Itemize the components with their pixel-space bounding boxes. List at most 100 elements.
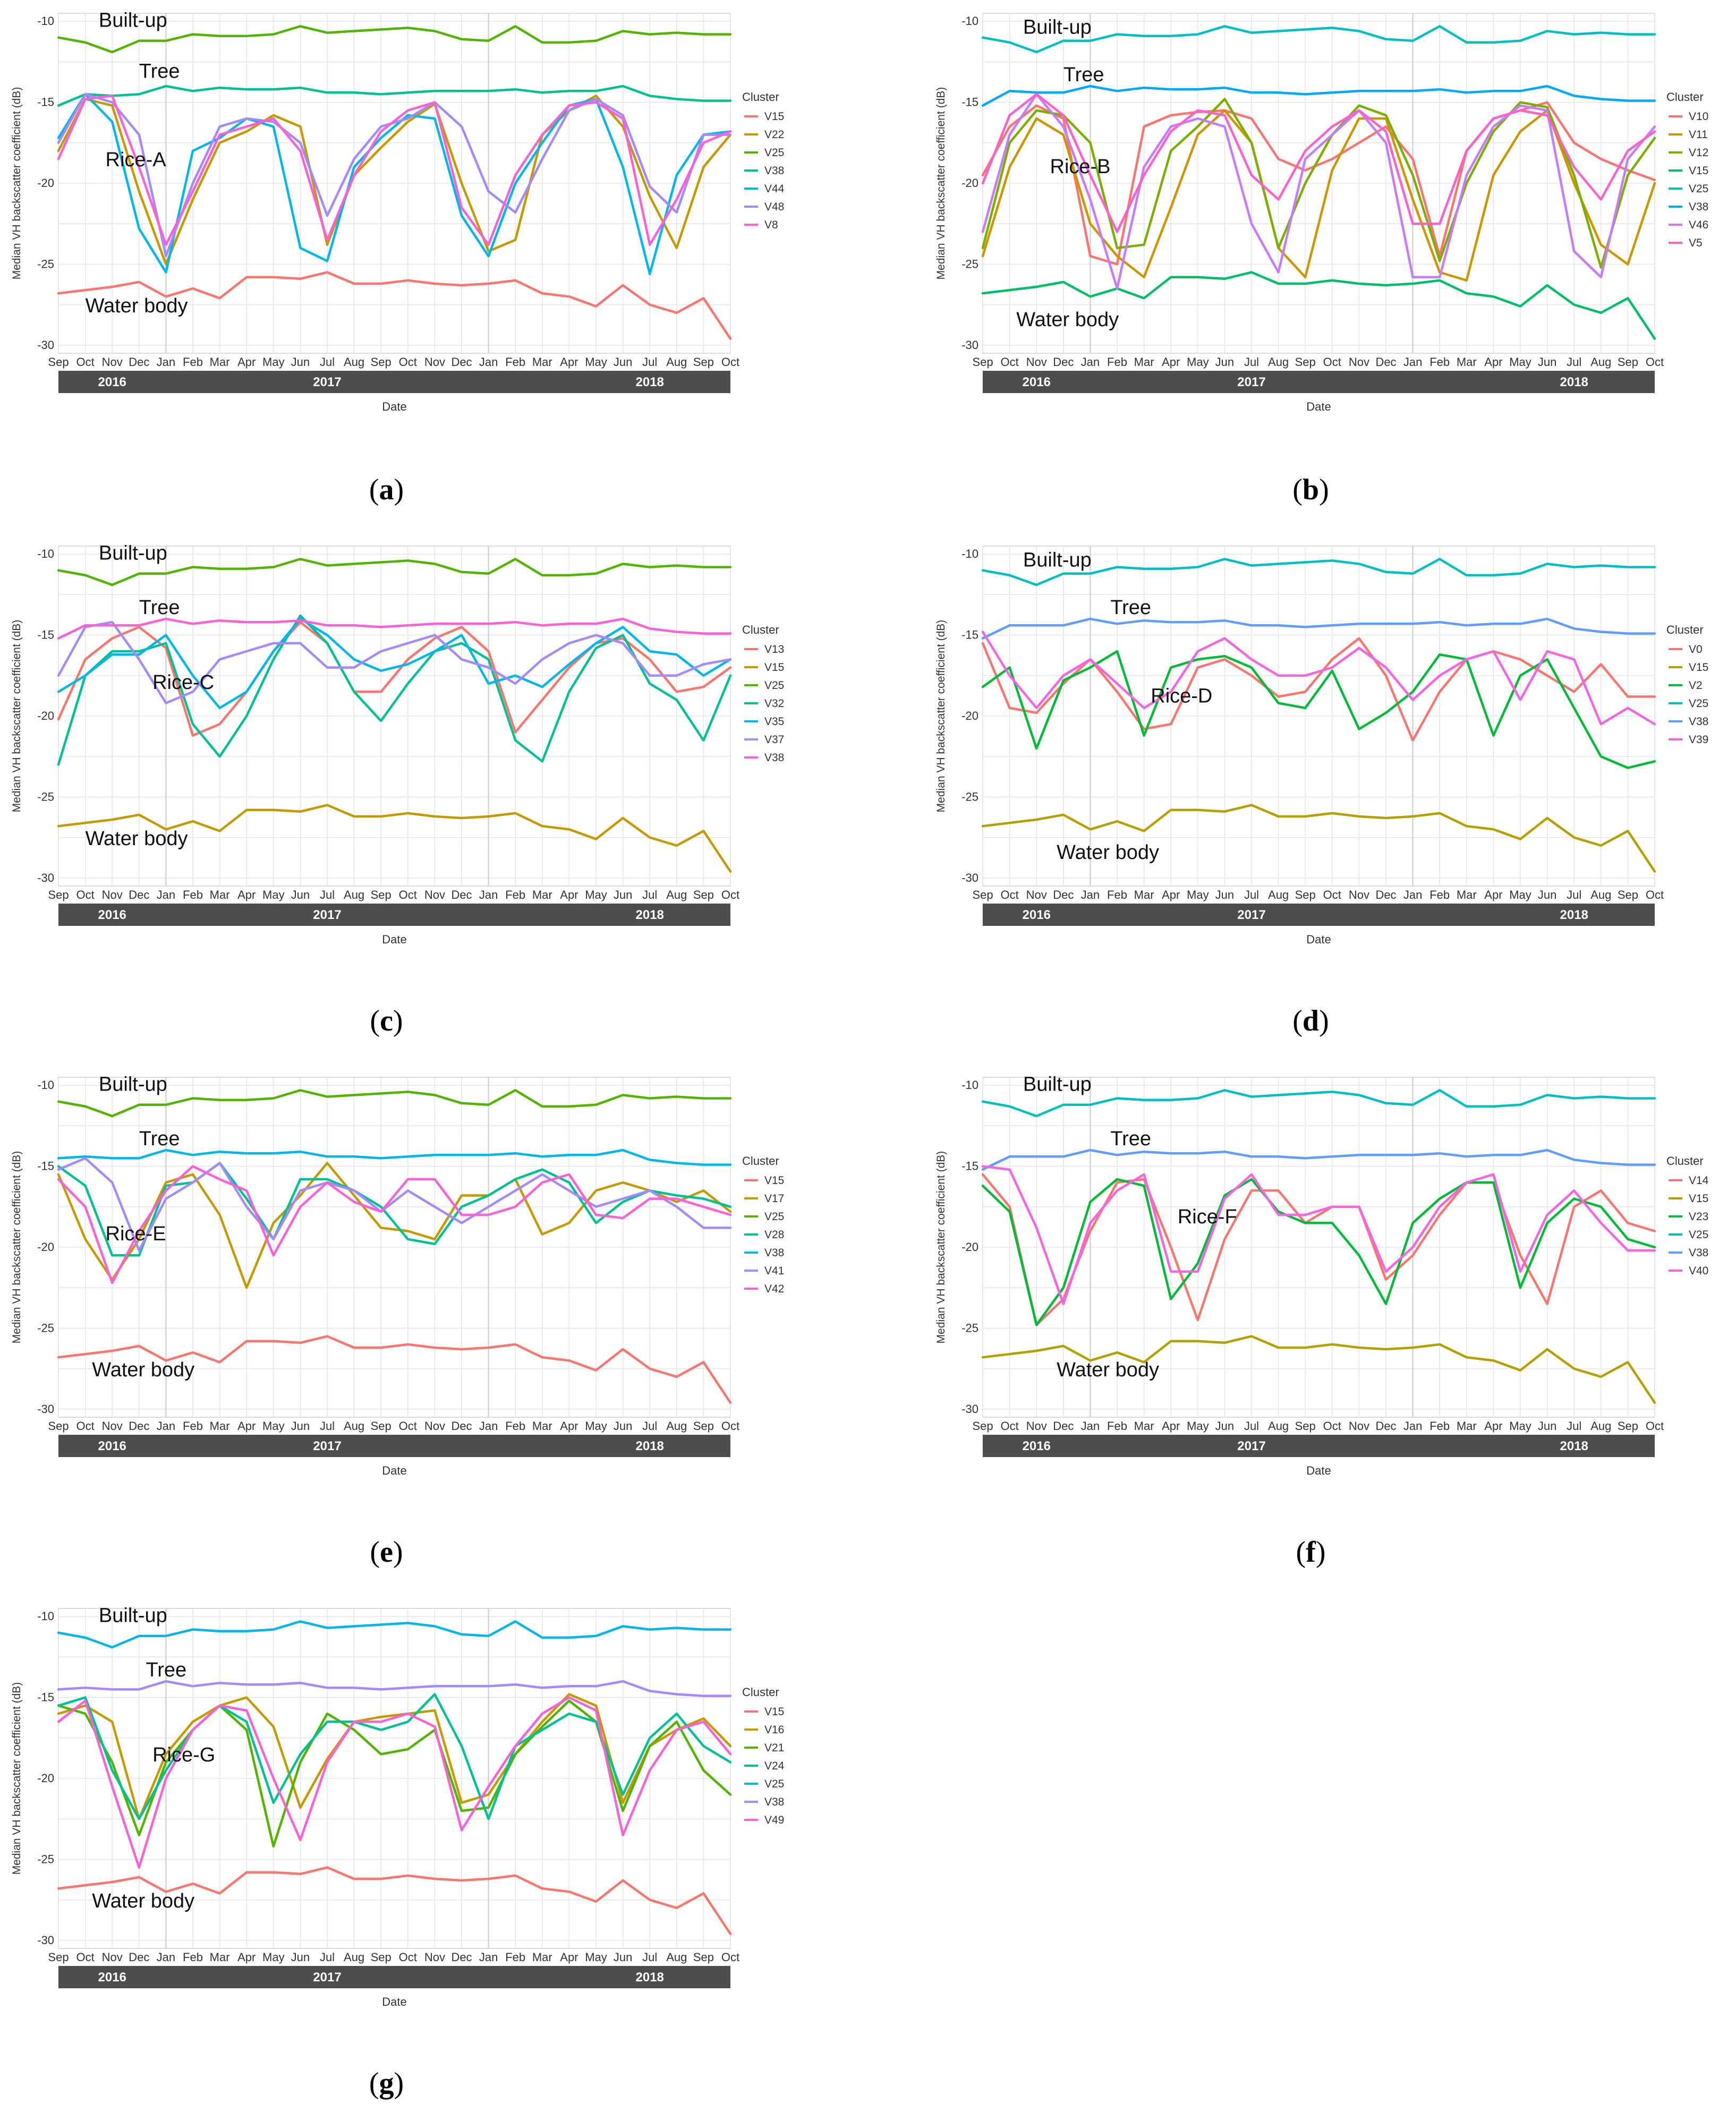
- year-label: 2018: [636, 1439, 664, 1453]
- x-tick-label: May: [585, 355, 607, 369]
- series-line-v42: [57, 1165, 732, 1284]
- x-tick-label: Feb: [1429, 355, 1450, 369]
- x-tick-label: Jan: [1403, 355, 1422, 369]
- annotation-tree: Tree: [139, 61, 180, 83]
- x-tick-label: Feb: [505, 1419, 525, 1433]
- x-tick-label: Feb: [183, 888, 203, 901]
- y-tick-label: -20: [37, 176, 54, 190]
- legend-label: V10: [1689, 110, 1708, 123]
- x-tick-label: Feb: [183, 1419, 203, 1433]
- x-tick-label: Dec: [451, 888, 472, 901]
- y-tick-label: -15: [961, 96, 978, 109]
- x-tick-label: Oct: [76, 1951, 94, 1964]
- x-tick-label: Nov: [1349, 888, 1369, 901]
- legend-label: V39: [1689, 734, 1708, 746]
- x-tick-label: Mar: [532, 888, 552, 901]
- x-tick-label: Nov: [102, 888, 123, 901]
- x-tick-label: Nov: [102, 1419, 123, 1433]
- legend-label: V8: [764, 219, 778, 231]
- annotation-builtup: Built-up: [1023, 16, 1092, 38]
- x-tick-label: Feb: [505, 1951, 525, 1964]
- year-label: 2018: [1560, 1439, 1588, 1453]
- x-tick-label: Sep: [48, 355, 69, 369]
- x-tick-label: Jan: [157, 888, 175, 901]
- legend-label: V38: [764, 752, 784, 764]
- year-strip: [983, 904, 1655, 926]
- x-tick-label: Oct: [399, 1951, 417, 1964]
- annotation-rice: Rice-F: [1178, 1206, 1237, 1228]
- x-tick-label: Jun: [614, 1419, 632, 1433]
- x-tick-label: May: [585, 888, 607, 901]
- y-tick-label: -20: [37, 1772, 54, 1785]
- x-tick-label: Feb: [183, 355, 203, 369]
- x-tick-label: Feb: [505, 888, 525, 901]
- legend-label: V12: [1689, 147, 1708, 159]
- y-tick-label: -20: [961, 709, 978, 722]
- x-tick-label: Oct: [1646, 888, 1664, 901]
- x-tick-label: Apr: [237, 888, 256, 901]
- x-tick-label: Dec: [1375, 1419, 1396, 1433]
- x-tick-label: May: [262, 1419, 285, 1433]
- series-line-v48: [57, 93, 732, 258]
- x-tick-label: Jul: [642, 355, 657, 369]
- x-tick-label: May: [585, 1419, 607, 1433]
- annotation-tree: Tree: [1110, 597, 1151, 619]
- panel-caption: (e): [370, 1536, 403, 1569]
- x-tick-label: Aug: [344, 888, 364, 901]
- annotation-builtup: Built-up: [99, 1074, 167, 1096]
- x-tick-label: Jul: [320, 1951, 335, 1964]
- x-tick-label: Oct: [1000, 355, 1018, 369]
- legend-label: V14: [1689, 1174, 1709, 1187]
- x-tick-label: Sep: [48, 888, 69, 901]
- y-axis-label: Median VH backscatter coefficient (dB): [935, 87, 947, 280]
- year-label: 2017: [313, 1970, 341, 1985]
- x-tick-label: Jan: [157, 1419, 175, 1433]
- x-tick-label: May: [262, 1951, 285, 1964]
- x-tick-label: Apr: [237, 1951, 256, 1964]
- legend-label: V37: [764, 734, 784, 746]
- y-tick-label: -20: [961, 176, 978, 190]
- annotation-rice: Rice-G: [152, 1744, 215, 1766]
- chart-panel-f: -10 -15 -20 -25 -30 Median VH backscatter coe…: [935, 1074, 1709, 1569]
- y-tick-label: -20: [961, 1240, 978, 1254]
- y-tick-label: -30: [37, 871, 54, 884]
- series-line-v15: [57, 271, 732, 340]
- annotation-builtup: Built-up: [99, 542, 167, 565]
- year-label: 2018: [636, 1970, 664, 1985]
- x-tick-label: Dec: [451, 1419, 472, 1433]
- series-line-v15: [981, 271, 1656, 340]
- x-tick-label: Apr: [1484, 1419, 1502, 1433]
- series-line-v15: [57, 1335, 732, 1404]
- x-tick-label: Sep: [1295, 888, 1316, 901]
- y-tick-label: -30: [37, 338, 54, 352]
- x-tick-label: Apr: [237, 1419, 256, 1433]
- series-line-v41: [57, 1157, 732, 1252]
- x-tick-label: Nov: [1349, 355, 1369, 369]
- panel-caption: (a): [369, 473, 404, 506]
- y-axis-label: Median VH backscatter coefficient (dB): [11, 1682, 23, 1875]
- x-tick-label: Jul: [1244, 1419, 1259, 1433]
- series-line-v38: [57, 617, 732, 640]
- series-line-v38: [57, 1148, 732, 1166]
- x-tick-label: Nov: [102, 355, 123, 369]
- x-tick-label: Sep: [972, 1419, 993, 1433]
- x-tick-label: Jun: [291, 355, 310, 369]
- x-tick-label: Jun: [291, 1419, 310, 1433]
- legend-label: V32: [764, 697, 784, 710]
- y-tick-label: -10: [37, 14, 54, 28]
- series-line-v38: [981, 84, 1656, 107]
- x-tick-label: Aug: [1268, 1419, 1289, 1433]
- x-tick-label: Oct: [399, 888, 417, 901]
- annotation-water: Water body: [92, 1890, 194, 1912]
- legend-label: V38: [764, 1796, 784, 1808]
- legend-label: V21: [764, 1742, 784, 1754]
- x-tick-label: Oct: [399, 1419, 417, 1433]
- x-tick-label: Dec: [1053, 1419, 1074, 1433]
- legend-label: V25: [1689, 697, 1708, 710]
- x-tick-label: Oct: [76, 1419, 94, 1433]
- x-tick-label: Jul: [1244, 888, 1259, 901]
- x-tick-label: Nov: [1026, 888, 1047, 901]
- chart-panel-e: -10 -15 -20 -25 -30 Median VH backscatter coe…: [11, 1074, 784, 1569]
- annotation-tree: Tree: [146, 1659, 186, 1681]
- series-line-v21: [57, 1699, 732, 1848]
